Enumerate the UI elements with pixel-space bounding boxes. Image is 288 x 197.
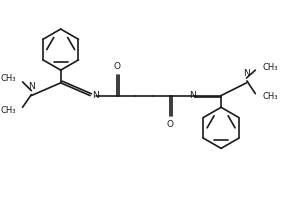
Text: CH₃: CH₃: [0, 74, 16, 84]
Text: O: O: [114, 62, 121, 71]
Text: O: O: [167, 120, 174, 129]
Text: CH₃: CH₃: [262, 92, 278, 101]
Text: CH₃: CH₃: [0, 106, 16, 115]
Text: N: N: [189, 91, 196, 100]
Text: CH₃: CH₃: [262, 63, 278, 72]
Text: N: N: [28, 82, 35, 91]
Text: N: N: [243, 69, 250, 78]
Text: N: N: [92, 91, 99, 100]
